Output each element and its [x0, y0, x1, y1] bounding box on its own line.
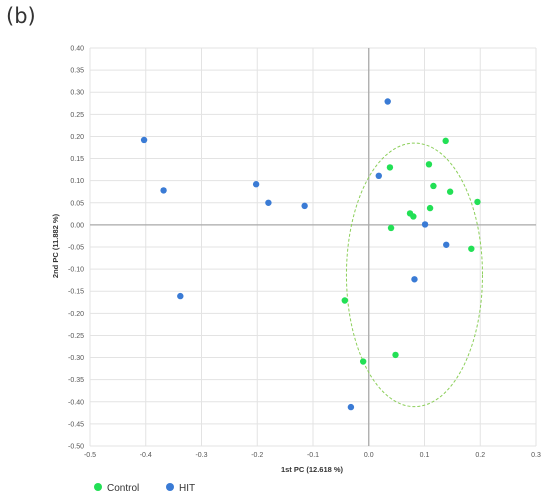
hit-point	[265, 199, 272, 206]
hit-point	[177, 292, 184, 300]
legend-marker-hit	[166, 483, 174, 491]
control-point	[425, 161, 433, 168]
hit-point	[384, 98, 391, 105]
control-point	[341, 297, 348, 304]
legend: Control HIT	[94, 483, 195, 494]
y-tick-label: 0.30	[70, 90, 84, 97]
legend-label-hit: HIT	[179, 483, 195, 494]
x-tick-label: 0.3	[531, 452, 541, 459]
hit-point	[140, 136, 148, 144]
hit-point	[443, 241, 450, 248]
control-point	[474, 198, 481, 206]
x-tick-label: 0.1	[420, 452, 430, 459]
y-tick-label: 0.20	[70, 134, 84, 141]
annotation-layer	[345, 142, 483, 408]
data-points	[140, 98, 481, 411]
x-axis-label: 1st PC (12.618 %)	[281, 465, 344, 474]
x-tick-label: 0.0	[364, 452, 374, 459]
y-axis-label: 2nd PC (11.882 %)	[51, 213, 60, 278]
y-tick-label: 0.15	[70, 156, 84, 163]
hit-point	[301, 202, 308, 210]
y-tick-label: -0.20	[68, 311, 84, 318]
panel-label: (b)	[6, 4, 36, 28]
y-tick-label: -0.05	[68, 245, 84, 252]
x-tick-label: -0.4	[140, 452, 152, 459]
grid-lines	[89, 47, 537, 447]
y-tick-label: 0.35	[70, 68, 84, 75]
control-point	[430, 182, 437, 190]
hit-point	[252, 181, 260, 188]
legend-label-control: Control	[107, 483, 139, 494]
hit-point	[421, 221, 429, 228]
hit-point	[375, 172, 382, 180]
hit-point	[347, 403, 355, 411]
control-point	[386, 164, 394, 171]
y-tick-label: -0.25	[68, 333, 84, 340]
control-point	[446, 188, 454, 195]
y-tick-label: -0.10	[68, 267, 84, 274]
x-tick-label: -0.1	[307, 452, 319, 459]
control-point	[468, 245, 475, 252]
x-tick-label: 0.2	[475, 452, 485, 459]
y-tick-label: -0.40	[68, 399, 84, 406]
x-tick-labels: -0.5 -0.4 -0.3 -0.2 -0.1 0.0 0.1 0.2 0.3	[84, 452, 541, 459]
legend-marker-control	[94, 483, 102, 491]
x-tick-label: -0.3	[195, 452, 207, 459]
y-tick-label: -0.15	[68, 289, 84, 296]
control-point	[410, 213, 417, 220]
control-point	[442, 137, 449, 145]
y-tick-label: 0.05	[70, 200, 84, 207]
y-tick-label: -0.30	[68, 355, 84, 362]
x-tick-label: -0.5	[84, 452, 96, 459]
hit-point	[411, 276, 418, 283]
control-point	[387, 224, 395, 232]
y-tick-label: -0.45	[68, 421, 84, 428]
x-tick-label: -0.2	[251, 452, 263, 459]
zero-axes	[90, 48, 536, 446]
y-tick-labels: 0.40 0.35 0.30 0.25 0.20 0.15 0.10 0.05 0.00 -0.0…	[68, 46, 84, 451]
y-tick-label: -0.35	[68, 377, 84, 384]
control-point	[392, 351, 399, 359]
y-tick-label: 0.00	[70, 222, 84, 229]
y-tick-label: 0.25	[70, 112, 84, 119]
y-tick-label: 0.10	[70, 178, 84, 185]
control-point	[426, 204, 434, 212]
y-tick-label: -0.50	[68, 444, 84, 451]
confidence-ellipse	[345, 142, 483, 408]
control-point	[359, 358, 367, 365]
y-tick-label: 0.40	[70, 46, 84, 53]
hit-point	[160, 187, 167, 194]
